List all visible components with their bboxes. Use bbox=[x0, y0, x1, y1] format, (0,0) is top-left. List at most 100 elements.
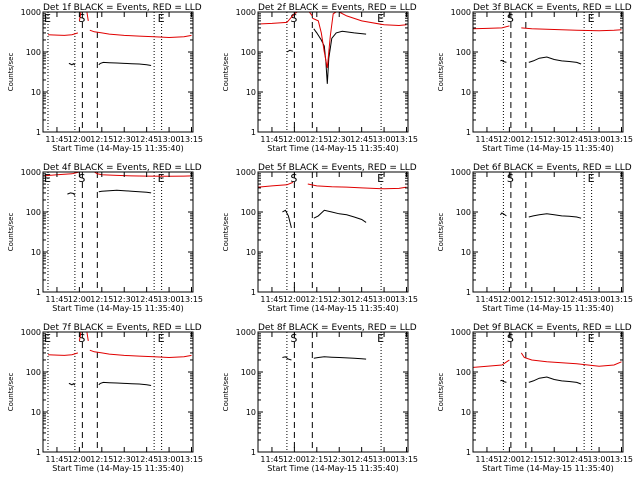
x-tick-label: 11:45 bbox=[475, 135, 498, 144]
x-tick-label: 13:00 bbox=[158, 455, 181, 464]
series-events-line bbox=[68, 62, 76, 66]
y-tick-label: 1 bbox=[36, 448, 41, 457]
y-axis-label: Counts/sec bbox=[437, 53, 445, 92]
panel-title: Det 4f BLACK = Events, RED = LLD bbox=[43, 163, 202, 173]
time-marker-label: S bbox=[507, 172, 514, 185]
x-tick-label: 13:00 bbox=[588, 135, 611, 144]
y-tick-label: 100 bbox=[26, 368, 41, 377]
x-tick-label: 12:15 bbox=[305, 295, 328, 304]
y-tick-label: 10 bbox=[31, 408, 41, 417]
panel-title: Det 7f BLACK = Events, RED = LLD bbox=[43, 323, 202, 333]
x-tick-label: 12:00 bbox=[498, 135, 521, 144]
x-axis-label: Start Time (14-May-15 11:35:40) bbox=[52, 144, 183, 153]
series-events-line bbox=[98, 189, 152, 194]
series-events-line bbox=[528, 376, 582, 385]
x-tick-label: 13:15 bbox=[610, 455, 633, 464]
x-tick-label: 12:45 bbox=[350, 295, 373, 304]
y-tick-label: 1 bbox=[251, 128, 256, 137]
x-tick-label: 12:30 bbox=[328, 135, 351, 144]
series-events-line bbox=[98, 61, 152, 66]
y-tick-label: 100 bbox=[26, 48, 41, 57]
y-tick-label: 10 bbox=[461, 248, 471, 257]
x-tick-label: 12:00 bbox=[68, 295, 91, 304]
y-tick-label: 1000 bbox=[451, 168, 471, 177]
x-tick-label: 13:15 bbox=[180, 295, 203, 304]
x-tick-label: 11:45 bbox=[260, 135, 283, 144]
x-tick-label: 12:30 bbox=[543, 455, 566, 464]
x-axis-label: Start Time (14-May-15 11:35:40) bbox=[52, 304, 183, 313]
x-tick-label: 12:30 bbox=[543, 135, 566, 144]
series-events-line bbox=[313, 28, 367, 84]
series-lld-line bbox=[521, 27, 622, 32]
x-tick-label: 12:00 bbox=[68, 135, 91, 144]
y-axis-label: Counts/sec bbox=[222, 53, 230, 92]
time-marker-label: S bbox=[290, 332, 297, 345]
x-tick-label: 12:45 bbox=[565, 295, 588, 304]
plot-frame bbox=[472, 331, 624, 453]
y-tick-label: 1 bbox=[466, 128, 471, 137]
time-marker-label: E bbox=[377, 332, 384, 345]
time-marker-label: E bbox=[377, 12, 384, 25]
x-tick-label: 12:30 bbox=[113, 455, 136, 464]
y-tick-label: 1000 bbox=[451, 328, 471, 337]
plot-frame bbox=[257, 11, 409, 133]
time-marker-label: S bbox=[78, 332, 85, 345]
y-tick-label: 1000 bbox=[451, 8, 471, 17]
time-marker-label: S bbox=[290, 12, 297, 25]
x-tick-label: 12:30 bbox=[543, 295, 566, 304]
x-tick-label: 13:15 bbox=[395, 295, 418, 304]
series-lld-line bbox=[47, 32, 79, 36]
x-tick-label: 13:00 bbox=[588, 455, 611, 464]
series-events-line bbox=[98, 381, 152, 386]
x-tick-label: 12:15 bbox=[520, 135, 543, 144]
panel-title: Det 5f BLACK = Events, RED = LLD bbox=[258, 163, 417, 173]
series-events-line bbox=[500, 59, 507, 63]
x-axis-label: Start Time (14-May-15 11:35:40) bbox=[482, 304, 613, 313]
y-tick-label: 100 bbox=[241, 48, 256, 57]
y-tick-label: 1 bbox=[36, 128, 41, 137]
series-lld-line bbox=[520, 352, 622, 367]
plot-frame bbox=[472, 11, 624, 133]
series-events-line bbox=[282, 356, 292, 361]
x-tick-label: 13:00 bbox=[158, 295, 181, 304]
series-lld-line bbox=[89, 29, 192, 39]
x-tick-label: 12:15 bbox=[90, 135, 113, 144]
x-tick-label: 12:00 bbox=[498, 455, 521, 464]
x-axis-label: Start Time (14-May-15 11:35:40) bbox=[267, 304, 398, 313]
y-tick-label: 100 bbox=[456, 48, 471, 57]
time-marker-label: E bbox=[588, 172, 595, 185]
x-tick-label: 12:45 bbox=[135, 455, 158, 464]
x-tick-label: 12:15 bbox=[90, 455, 113, 464]
y-tick-label: 100 bbox=[456, 208, 471, 217]
series-lld-line bbox=[258, 12, 313, 25]
x-tick-label: 13:00 bbox=[373, 295, 396, 304]
panel-title: Det 8f BLACK = Events, RED = LLD bbox=[258, 323, 417, 333]
y-tick-label: 10 bbox=[31, 88, 41, 97]
y-axis-label: Counts/sec bbox=[7, 213, 15, 252]
y-tick-label: 1 bbox=[466, 288, 471, 297]
series-lld-line bbox=[258, 181, 294, 188]
time-marker-label: E bbox=[158, 332, 165, 345]
y-tick-label: 100 bbox=[456, 368, 471, 377]
y-tick-label: 1 bbox=[251, 448, 256, 457]
x-tick-label: 11:45 bbox=[45, 455, 68, 464]
y-tick-label: 1 bbox=[36, 288, 41, 297]
time-marker-label: S bbox=[507, 332, 514, 345]
x-tick-label: 12:45 bbox=[565, 455, 588, 464]
x-tick-label: 13:15 bbox=[610, 295, 633, 304]
y-tick-label: 1000 bbox=[236, 8, 256, 17]
x-tick-label: 11:45 bbox=[260, 295, 283, 304]
panel-title: Det 2f BLACK = Events, RED = LLD bbox=[258, 3, 417, 13]
time-marker-label: E bbox=[44, 12, 51, 25]
x-tick-label: 12:00 bbox=[283, 455, 306, 464]
y-tick-label: 100 bbox=[241, 368, 256, 377]
x-tick-label: 12:45 bbox=[350, 135, 373, 144]
y-tick-label: 1 bbox=[251, 288, 256, 297]
